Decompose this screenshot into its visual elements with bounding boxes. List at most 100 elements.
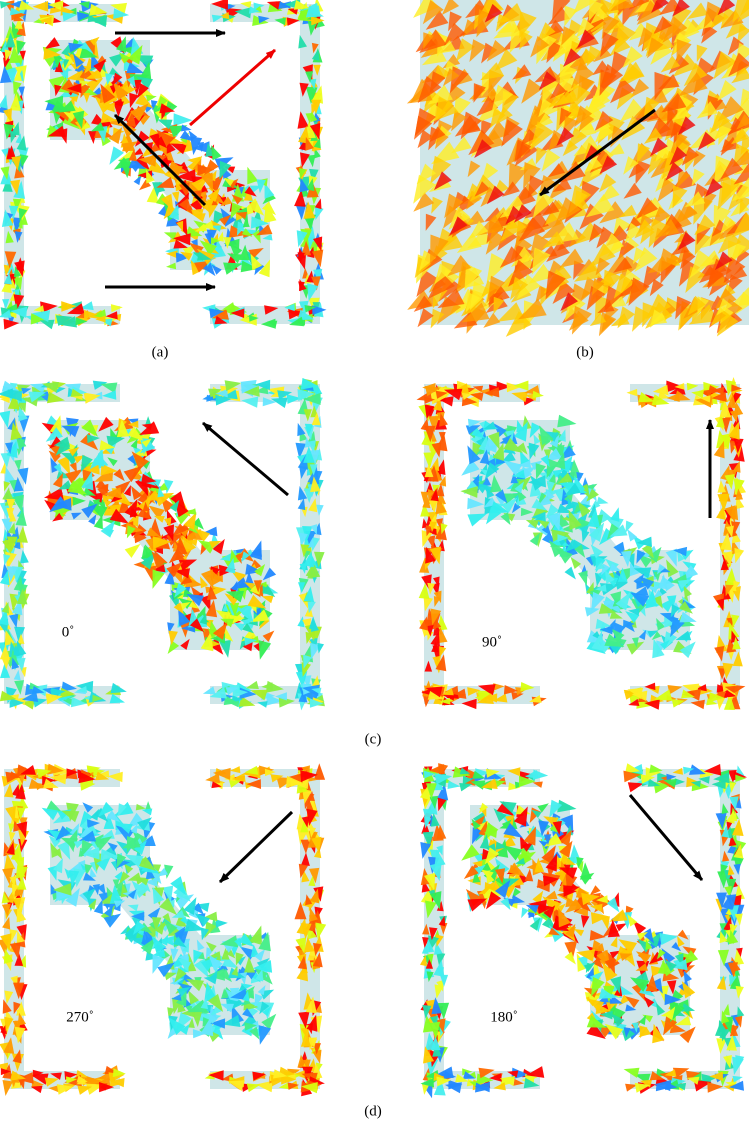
arrow-glyph [89,867,97,879]
arrow-glyph [445,83,466,108]
arrow-glyph [481,778,498,789]
arrow-glyph [123,485,131,497]
arrow-glyph [305,894,313,906]
arrow-glyph [423,452,435,469]
arrow-glyph [313,236,323,252]
arrow-glyph [281,1074,297,1085]
arrow-glyph [586,45,603,67]
arrow-glyph [681,146,700,166]
arrow-glyph [564,941,577,961]
arrow-glyph [705,178,723,197]
arrow-glyph [421,530,433,548]
arrow-glyph [635,159,652,185]
arrow-glyph [672,185,688,209]
arrow-glyph [301,1082,318,1094]
arrow-glyph [733,843,744,859]
arrow-glyph [589,312,607,327]
arrow-glyph [619,98,646,123]
arrow-glyph [560,292,578,312]
arrow-glyph [697,131,716,151]
arrow-glyph [7,522,16,535]
arrow-glyph [12,494,24,513]
arrow-glyph [75,680,94,693]
arrow-glyph [677,929,689,940]
arrow-glyph [662,15,688,43]
arrow-glyph [731,128,749,145]
arrow-glyph [313,137,321,149]
arrow-glyph [729,266,748,281]
arrow-glyph [8,205,19,220]
arrow-glyph [501,819,512,829]
arrow-glyph [563,48,581,67]
arrow-glyph [123,863,134,874]
arrow-glyph [632,920,647,935]
arrow-glyph [180,916,189,926]
arrow-glyph [430,488,439,502]
arrow-glyph [539,425,554,446]
arrow-glyph [278,1082,289,1090]
direction-arrow [113,113,207,207]
arrow-glyph [447,780,461,789]
arrow-glyph [229,242,243,257]
arrow-glyph [192,902,204,915]
arrow-glyph [710,306,730,326]
arrow-glyph [297,486,308,501]
arrow-glyph [474,1081,490,1093]
arrow-glyph [186,593,204,607]
arrow-glyph [250,689,268,701]
arrow-glyph [476,100,502,124]
arrow-glyph [443,68,460,87]
arrow-glyph [538,71,557,90]
arrow-glyph [4,990,14,1005]
arrow-glyph [13,1001,22,1015]
arrow-glyph [496,21,515,34]
arrow-glyph [527,175,544,199]
arrow-glyph [264,305,279,315]
arrow-glyph [81,503,98,519]
arrow-glyph [305,136,314,151]
arrow-glyph [175,252,191,263]
arrow-glyph [625,996,640,1008]
arrow-glyph [494,780,506,788]
arrow-glyph [638,1014,647,1025]
arrow-glyph [232,687,249,699]
arrow-glyph [310,524,318,535]
arrow-glyph [467,513,488,527]
arrow-glyph [163,919,178,935]
arrow-glyph [720,558,729,571]
panel [0,0,327,330]
arrow-glyph [88,130,97,144]
arrow-glyph [304,437,312,448]
arrow-glyph [298,300,309,316]
arrow-glyph [270,397,288,408]
arrow-glyph [479,449,490,465]
arrow-glyph [483,120,510,144]
arrow-glyph [428,1021,441,1039]
arrow-glyph [543,905,556,919]
arrow-glyph [307,600,316,614]
arrow-glyph [714,288,737,311]
arrow-glyph [584,84,603,102]
arrow-glyph [485,229,507,255]
arrow-glyph [564,566,576,580]
arrow-glyph [104,487,122,499]
arrow-glyph [262,585,276,598]
arrow-glyph [173,239,188,249]
arrow-glyph [83,872,96,881]
arrow-glyph [503,845,523,861]
arrow-glyph [426,971,434,982]
arrow-glyph [698,776,710,784]
arrow-glyph [0,452,11,468]
arrow-glyph [592,60,610,76]
arrow-glyph [220,1003,234,1013]
arrow-glyph [10,306,28,318]
arrow-glyph [295,204,307,220]
arrow-glyph [719,930,728,944]
arrow-glyph [102,390,117,400]
arrow-glyph [681,1003,696,1012]
arrow-glyph [610,507,620,522]
arrow-glyph [689,764,706,775]
arrow-glyph [260,318,276,329]
arrow-glyph [430,155,452,185]
arrow-glyph [303,654,312,669]
